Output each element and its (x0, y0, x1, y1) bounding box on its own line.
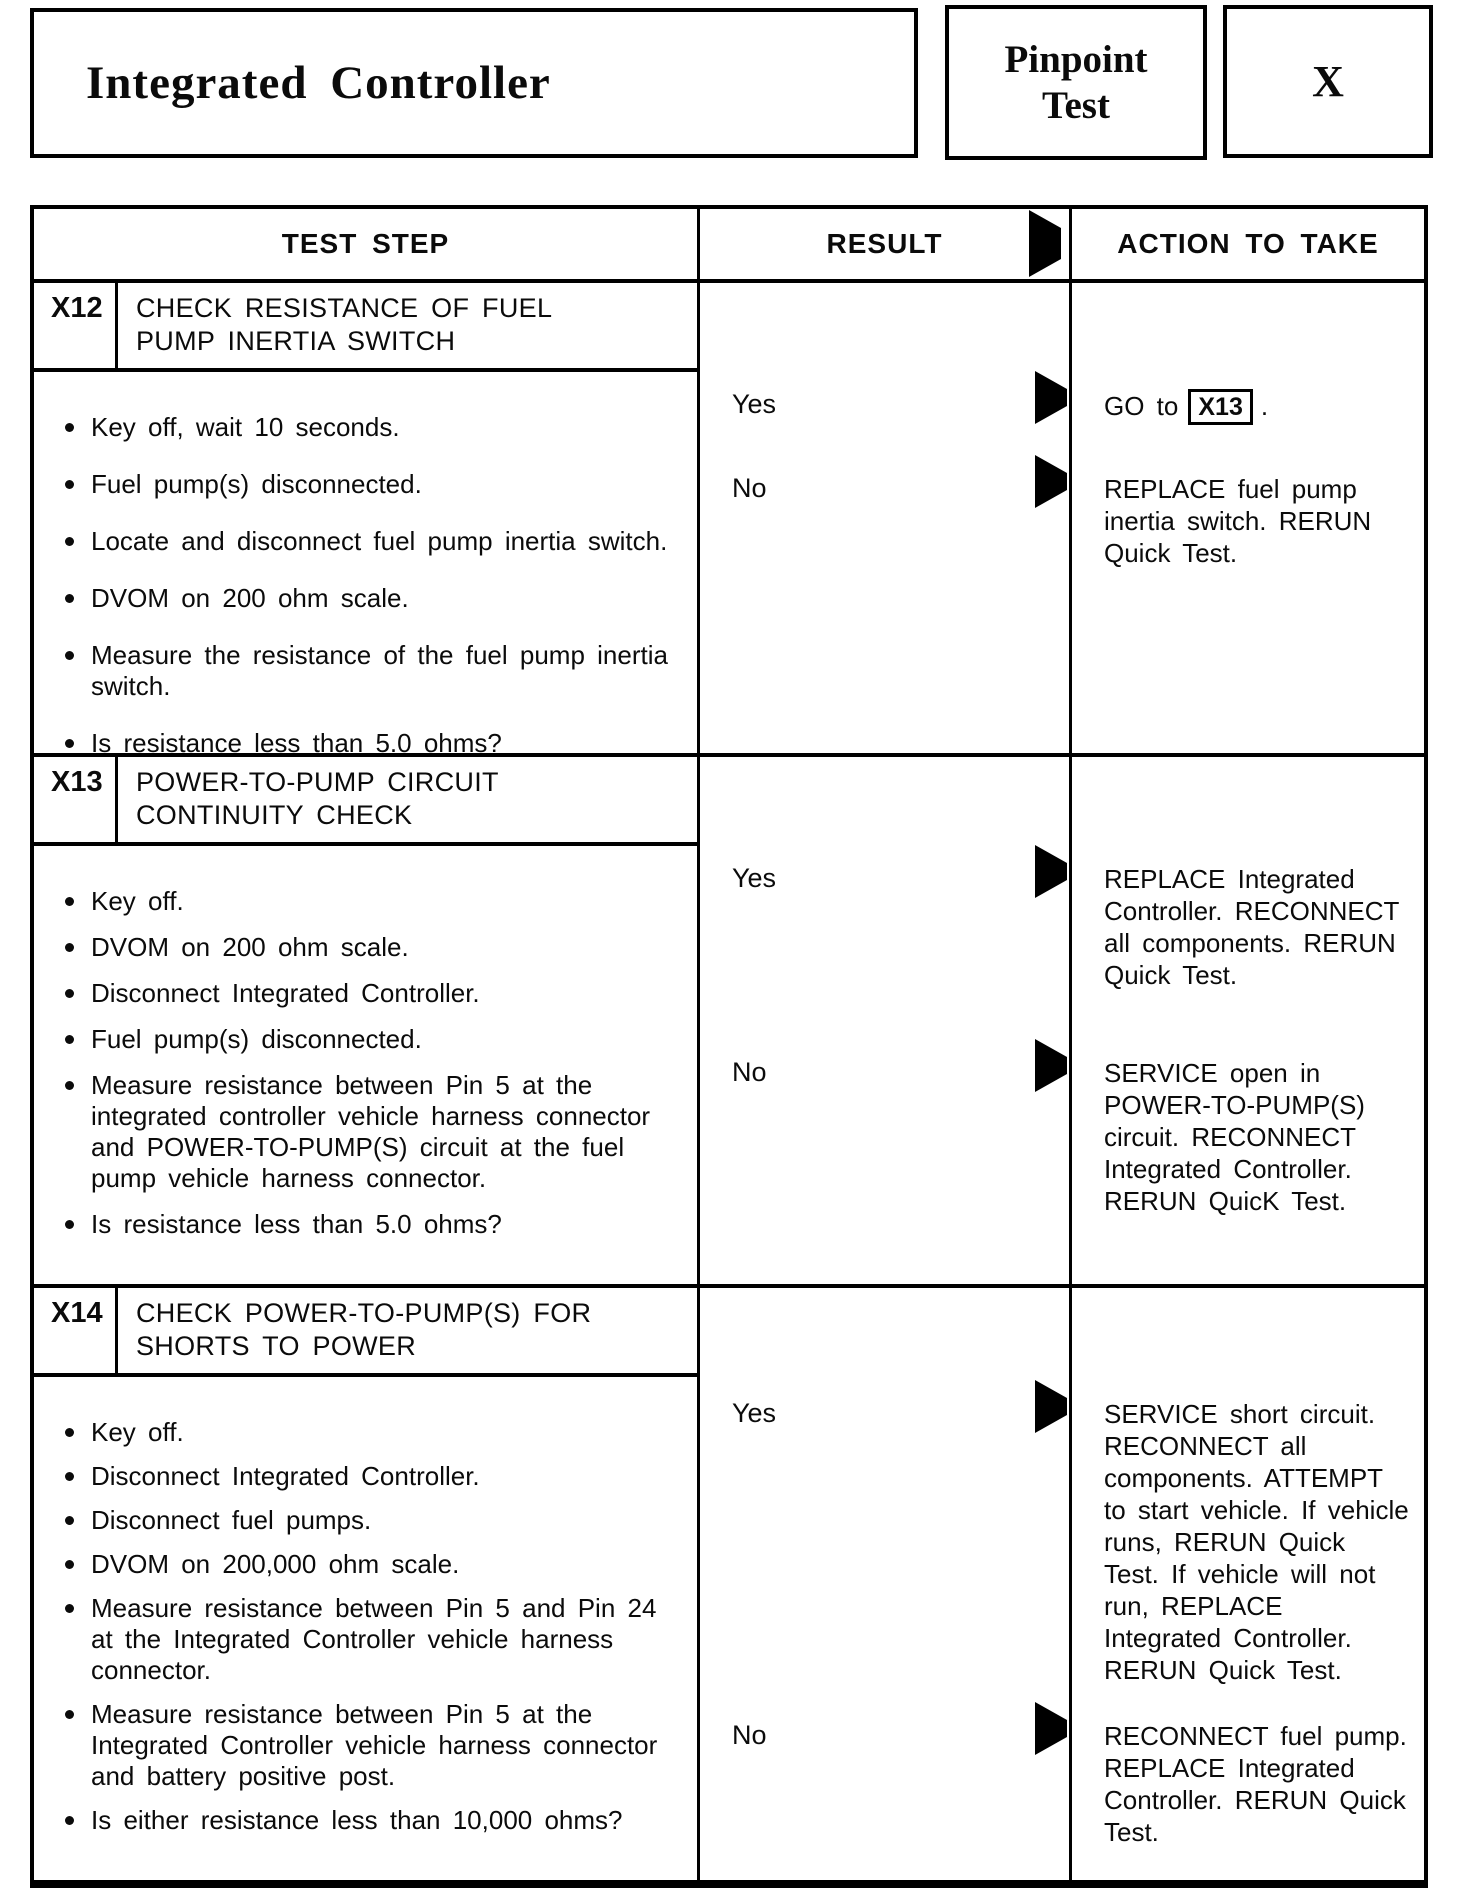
step-id: X14 (34, 1288, 118, 1373)
column-header-action: ACTION TO TAKE (1117, 228, 1379, 259)
step-title-box: X14 CHECK POWER-TO-PUMP(S) FOR SHORTS TO… (34, 1288, 697, 1377)
action-text-no: SERVICE open in POWER-TO-PUMP(S) circuit… (1104, 1058, 1365, 1216)
result-arrow-icon (1035, 455, 1067, 508)
step-id: X12 (34, 283, 118, 368)
step-title-box: X12 CHECK RESISTANCE OF FUEL PUMP INERTI… (34, 283, 697, 372)
result-arrow-icon (1035, 1702, 1067, 1755)
list-item: Measure resistance between Pin 5 at the … (64, 1070, 679, 1194)
test-step-cell: X12 CHECK RESISTANCE OF FUEL PUMP INERTI… (34, 283, 700, 785)
action-text-yes: REPLACE Integrated Controller. RECONNECT… (1104, 864, 1399, 990)
result-cell: Yes No (700, 1288, 1072, 1880)
page-title-box: Integrated Controller (30, 8, 918, 158)
result-label-yes: Yes (732, 389, 777, 419)
action-text-yes: GO to X13. (1104, 389, 1410, 425)
list-item: Key off. (64, 1417, 679, 1448)
list-item: Locate and disconnect fuel pump inertia … (64, 526, 679, 557)
result-arrow-icon (1035, 1039, 1067, 1092)
list-item: Fuel pump(s) disconnected. (64, 1024, 679, 1055)
result-cell: Yes No (700, 283, 1072, 785)
action-text-yes: SERVICE short circuit. RECONNECT all com… (1104, 1399, 1409, 1685)
step-instructions: Key off, wait 10 seconds. Fuel pump(s) d… (34, 372, 697, 759)
column-header-result: RESULT (700, 209, 1072, 279)
result-arrow-icon (1029, 210, 1061, 277)
list-item: DVOM on 200,000 ohm scale. (64, 1549, 679, 1580)
column-header-test-step: TEST STEP (34, 209, 700, 279)
result-arrow-icon (1035, 1380, 1067, 1433)
page-title: Integrated Controller (86, 57, 551, 109)
test-letter: X (1312, 57, 1344, 106)
test-step-section-x13: X13 POWER-TO-PUMP CIRCUIT CONTINUITY CHE… (34, 753, 1424, 1284)
result-label-no: No (732, 1057, 767, 1087)
column-header-result-label: RESULT (826, 228, 943, 259)
pinpoint-test-badge: Pinpoint Test (945, 5, 1207, 160)
list-item: Fuel pump(s) disconnected. (64, 469, 679, 500)
step-title: CHECK RESISTANCE OF FUEL PUMP INERTIA SW… (136, 293, 552, 356)
step-id: X13 (34, 757, 118, 842)
result-cell: Yes No (700, 757, 1072, 1284)
result-label-yes: Yes (732, 1398, 777, 1428)
table-header-row: TEST STEP RESULT ACTION TO TAKE (34, 209, 1424, 283)
list-item: Disconnect fuel pumps. (64, 1505, 679, 1536)
action-goto-text: GO to (1104, 391, 1179, 421)
step-instructions: Key off. Disconnect Integrated Controlle… (34, 1377, 697, 1836)
list-item: Is either resistance less than 10,000 oh… (64, 1805, 679, 1836)
action-cell: SERVICE short circuit. RECONNECT all com… (1072, 1288, 1424, 1880)
list-item: Measure the resistance of the fuel pump … (64, 640, 679, 702)
step-title: CHECK POWER-TO-PUMP(S) FOR SHORTS TO POW… (136, 1298, 592, 1361)
action-text-no: REPLACE fuel pump inertia switch. RERUN … (1104, 474, 1372, 568)
list-item: Measure resistance between Pin 5 and Pin… (64, 1593, 679, 1686)
list-item: Key off. (64, 886, 679, 917)
list-item: DVOM on 200 ohm scale. (64, 583, 679, 614)
result-label-yes: Yes (732, 863, 777, 893)
list-item: Is resistance less than 5.0 ohms? (64, 1209, 679, 1240)
step-instructions: Key off. DVOM on 200 ohm scale. Disconne… (34, 846, 697, 1240)
result-label-no: No (732, 473, 767, 503)
step-reference-box: X13 (1188, 389, 1253, 425)
list-item: Key off, wait 10 seconds. (64, 412, 679, 443)
result-arrow-icon (1035, 371, 1067, 424)
test-step-cell: X13 POWER-TO-PUMP CIRCUIT CONTINUITY CHE… (34, 757, 700, 1284)
test-step-section-x12: X12 CHECK RESISTANCE OF FUEL PUMP INERTI… (34, 283, 1424, 785)
action-goto-suffix: . (1260, 391, 1269, 421)
pinpoint-test-badge-line2: Test (1042, 83, 1110, 127)
list-item: Disconnect Integrated Controller. (64, 1461, 679, 1492)
list-item: DVOM on 200 ohm scale. (64, 932, 679, 963)
test-step-section-x14: X14 CHECK POWER-TO-PUMP(S) FOR SHORTS TO… (34, 1284, 1424, 1880)
test-letter-badge: X (1223, 5, 1433, 158)
pinpoint-test-table: TEST STEP RESULT ACTION TO TAKE X12 CHEC… (30, 205, 1428, 1888)
list-item: Measure resistance between Pin 5 at the … (64, 1699, 679, 1792)
action-cell: GO to X13. REPLACE fuel pump inertia swit… (1072, 283, 1424, 785)
step-title-box: X13 POWER-TO-PUMP CIRCUIT CONTINUITY CHE… (34, 757, 697, 846)
list-item: Disconnect Integrated Controller. (64, 978, 679, 1009)
step-title: POWER-TO-PUMP CIRCUIT CONTINUITY CHECK (136, 767, 499, 830)
pinpoint-test-badge-line1: Pinpoint (1004, 37, 1148, 81)
action-text-no: RECONNECT fuel pump. REPLACE Integrated … (1104, 1721, 1407, 1847)
test-step-cell: X14 CHECK POWER-TO-PUMP(S) FOR SHORTS TO… (34, 1288, 700, 1880)
action-cell: REPLACE Integrated Controller. RECONNECT… (1072, 757, 1424, 1284)
result-arrow-icon (1035, 845, 1067, 898)
result-label-no: No (732, 1720, 767, 1750)
